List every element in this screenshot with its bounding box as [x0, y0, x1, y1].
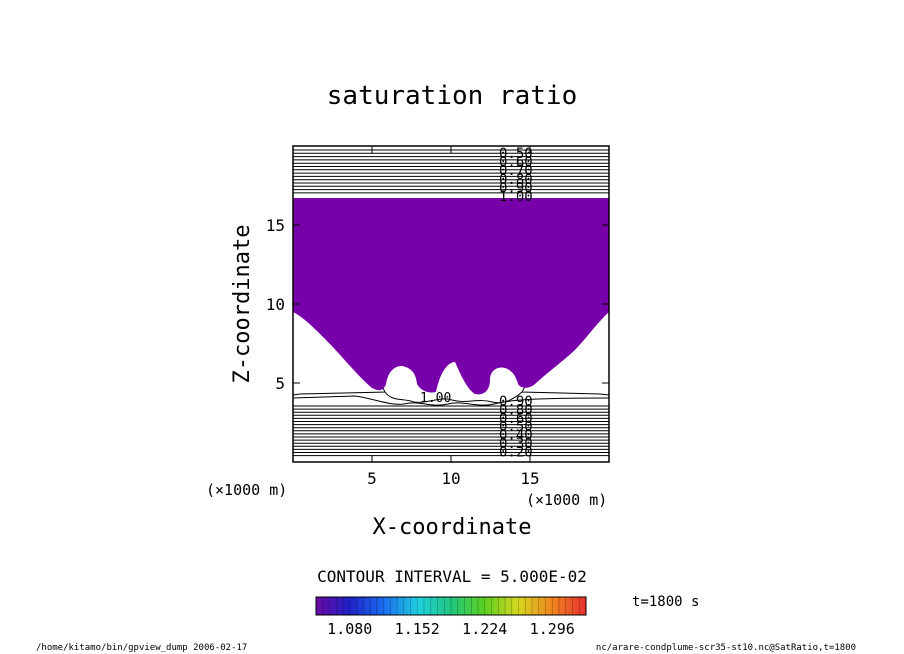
contour-label: 0.90 [499, 180, 533, 196]
contour-label: 1.00 [499, 189, 533, 205]
colorbar [315, 596, 587, 616]
contour-label: 0.40 [499, 428, 533, 444]
colorbar-tick-label: 1.224 [462, 620, 507, 638]
x-tick-label: 15 [520, 469, 539, 488]
chart-title: saturation ratio [327, 81, 577, 111]
footer-left: /home/kitamo/bin/gpview_dump 2006-02-17 [36, 643, 247, 653]
contour-label: 0.20 [499, 444, 533, 460]
supersaturated-region [293, 198, 609, 395]
x-axis-label: X-coordinate [373, 515, 532, 540]
time-label: t=1800 s [632, 594, 699, 610]
upper-contour-labels: 0.500.600.700.800.901.00 [499, 146, 533, 205]
x-tick-labels: 5 10 15 [367, 469, 539, 488]
x-units-right: (×1000 m) [526, 491, 607, 509]
y-tick-label: 5 [275, 374, 285, 393]
contour-label: 0.90 [499, 394, 533, 410]
y-tick-labels: 5 10 15 [266, 216, 285, 393]
footer-right: nc/arare-condplume-scr35-st10.nc@SatRati… [596, 643, 856, 653]
lower-contour-lines [293, 405, 609, 457]
x-units-left: (×1000 m) [206, 481, 287, 499]
lower-contour-labels: 0.900.800.600.500.400.300.20 [499, 394, 533, 460]
colorbar-tick-label: 1.296 [530, 620, 575, 638]
contour-label-mid: 1.00 [420, 391, 451, 406]
contour-label: 0.30 [499, 436, 533, 452]
y-tick-label: 15 [266, 216, 285, 235]
contour-label: 0.60 [499, 411, 533, 427]
interface-contour-2 [293, 395, 609, 406]
contour-label: 0.80 [499, 172, 533, 188]
colorbar-tick-label: 1.080 [327, 620, 372, 638]
y-tick-label: 10 [266, 295, 285, 314]
contour-label: 0.80 [499, 402, 533, 418]
x-tick-label: 5 [367, 469, 377, 488]
colorbar-tick-labels: 1.080 1.152 1.224 1.296 [327, 620, 575, 638]
contour-label: 0.60 [499, 155, 533, 171]
colorbar-tick-label: 1.152 [395, 620, 440, 638]
plot-area [292, 145, 610, 463]
axis-ticks [293, 146, 609, 462]
contour-label: 0.70 [499, 163, 533, 179]
upper-contour-lines [293, 149, 609, 194]
contour-label: 0.50 [499, 419, 533, 435]
contour-interval: CONTOUR INTERVAL = 5.000E-02 [317, 567, 587, 586]
contour-label: 0.50 [499, 146, 533, 162]
y-axis-label: Z-coordinate [230, 225, 255, 384]
colorbar-stripes [322, 597, 580, 615]
x-tick-label: 10 [441, 469, 460, 488]
